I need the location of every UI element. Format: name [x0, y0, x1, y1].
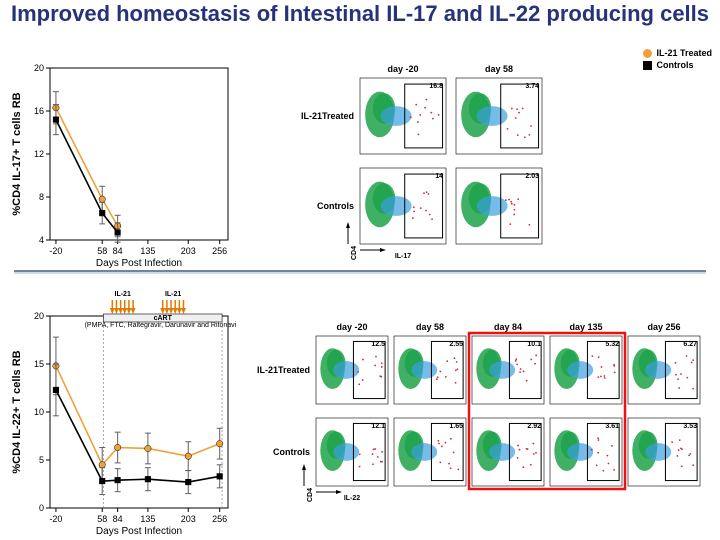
- legend-controls-swatch: [643, 61, 652, 70]
- svg-text:16: 16: [34, 106, 44, 116]
- svg-text:day -20: day -20: [336, 322, 367, 332]
- svg-text:3.74: 3.74: [525, 83, 539, 90]
- svg-text:Days Post Infection: Days Post Infection: [96, 526, 182, 537]
- svg-text:256: 256: [212, 514, 227, 524]
- il22-line-chart: 0 5 10 15 20 -20 58 84 135 203 256 %CD4 IL-22+ T ce…: [6, 278, 236, 538]
- svg-text:4: 4: [39, 235, 44, 245]
- svg-text:day 58: day 58: [485, 64, 513, 74]
- svg-text:8: 8: [39, 192, 44, 202]
- svg-text:3.53: 3.53: [683, 423, 697, 430]
- svg-text:IL-21: IL-21: [115, 291, 131, 298]
- svg-text:CD4: CD4: [351, 246, 358, 260]
- svg-text:(PMPA, FTC, Raltegravir, Darun: (PMPA, FTC, Raltegravir, Darunavir and R…: [85, 322, 236, 329]
- svg-text:day 58: day 58: [416, 322, 444, 332]
- svg-text:2.03: 2.03: [525, 173, 539, 180]
- svg-text:Days Post Infection: Days Post Infection: [96, 258, 182, 269]
- legend-treated-swatch: [643, 49, 652, 58]
- svg-text:CD4: CD4: [307, 488, 314, 502]
- il17-line-chart: 4 8 12 16 20 -20 58 84 135 203 256 %CD4 IL-17+ T ce…: [6, 60, 236, 270]
- series-legend: IL-21 Treated Controls: [643, 48, 712, 72]
- svg-text:IL-21Treated: IL-21Treated: [301, 111, 354, 121]
- svg-text:-20: -20: [49, 246, 62, 256]
- legend-treated-label: IL-21 Treated: [656, 48, 712, 58]
- svg-text:14: 14: [435, 173, 443, 180]
- svg-text:12: 12: [34, 149, 44, 159]
- svg-text:58: 58: [97, 514, 107, 524]
- svg-text:12.5: 12.5: [371, 341, 385, 348]
- svg-text:16.8: 16.8: [429, 83, 443, 90]
- svg-text:12.1: 12.1: [371, 423, 385, 430]
- svg-text:20: 20: [34, 311, 44, 321]
- svg-text:84: 84: [113, 514, 123, 524]
- svg-text:20: 20: [34, 63, 44, 73]
- svg-text:203: 203: [181, 246, 196, 256]
- svg-text:58: 58: [97, 246, 107, 256]
- svg-text:2.92: 2.92: [527, 423, 541, 430]
- svg-text:day 135: day 135: [569, 322, 602, 332]
- svg-text:-20: -20: [49, 514, 62, 524]
- svg-text:IL-21Treated: IL-21Treated: [257, 365, 310, 375]
- legend-controls-label: Controls: [656, 60, 693, 70]
- svg-text:135: 135: [140, 514, 155, 524]
- svg-text:203: 203: [181, 514, 196, 524]
- svg-text:2.55: 2.55: [449, 341, 463, 348]
- svg-text:1.65: 1.65: [449, 423, 463, 430]
- il17-flow-panel: day -20 day 58 IL-21Treated 16.8 3.74 Control…: [280, 58, 560, 268]
- svg-text:day 256: day 256: [647, 322, 680, 332]
- svg-text:15: 15: [34, 359, 44, 369]
- svg-text:%CD4 IL-22+ T cells RB: %CD4 IL-22+ T cells RB: [11, 350, 23, 473]
- svg-text:135: 135: [140, 246, 155, 256]
- svg-text:5.32: 5.32: [605, 341, 619, 348]
- svg-text:84: 84: [113, 246, 123, 256]
- svg-text:10: 10: [34, 407, 44, 417]
- svg-text:256: 256: [212, 246, 227, 256]
- il22-flow-panel: day -20 day 58 day 84 day 135 day 256 IL-21Tr…: [240, 316, 718, 536]
- svg-text:5: 5: [39, 455, 44, 465]
- svg-text:10.1: 10.1: [527, 341, 541, 348]
- svg-text:IL-21: IL-21: [165, 291, 181, 298]
- svg-text:Controls: Controls: [273, 447, 310, 457]
- svg-text:Controls: Controls: [317, 201, 354, 211]
- svg-text:IL-22: IL-22: [344, 495, 360, 502]
- svg-text:day 84: day 84: [494, 322, 522, 332]
- svg-text:3.61: 3.61: [605, 423, 619, 430]
- svg-text:6.27: 6.27: [683, 341, 697, 348]
- svg-text:day -20: day -20: [387, 64, 418, 74]
- svg-text:IL-17: IL-17: [395, 253, 411, 260]
- svg-text:cART: cART: [154, 315, 173, 322]
- section-divider: [14, 270, 706, 272]
- page-title: Improved homeostasis of Intestinal IL-17…: [0, 2, 720, 26]
- svg-text:%CD4 IL-17+ T cells RB: %CD4 IL-17+ T cells RB: [11, 92, 23, 215]
- svg-text:0: 0: [39, 503, 44, 513]
